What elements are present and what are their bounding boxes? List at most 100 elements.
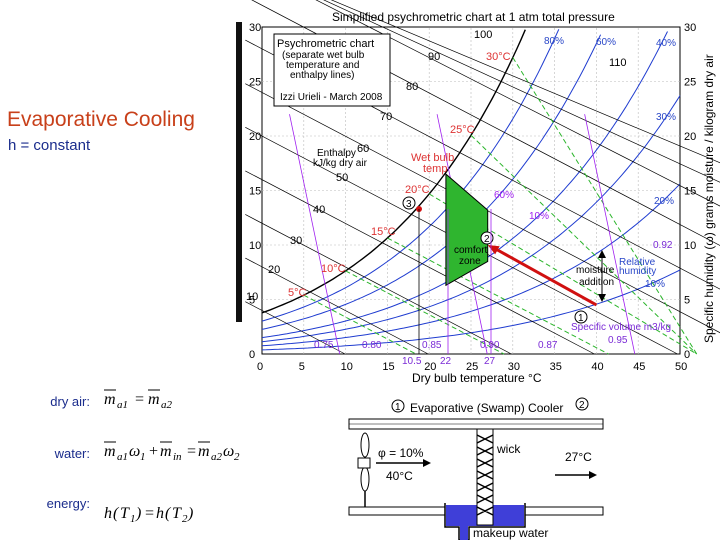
slide-title: Evaporative Cooling (7, 108, 195, 131)
y-axis-label: Specific humidity (ω) grams moisture / k… (702, 54, 716, 343)
svg-text:m: m (160, 443, 172, 460)
rh-curve (261, 34, 602, 330)
svg-text:1: 1 (140, 451, 146, 463)
y-tick-label: 0 (249, 349, 255, 361)
x-tick-label: 20 (424, 361, 436, 373)
wetbulb-value: 25°C (450, 124, 475, 136)
svg-text:m: m (198, 443, 210, 460)
svg-text:a2: a2 (161, 399, 173, 411)
enthalpy-line (245, 214, 512, 355)
slide-subtitle: h = constant (8, 137, 91, 154)
svg-text:=: = (186, 443, 197, 460)
dry-air-label: dry air: (50, 394, 90, 409)
specific-volume-value: 0.75 (314, 340, 334, 351)
rh-label: 10% (645, 279, 665, 290)
fan-icon (360, 432, 370, 458)
svg-text:a1: a1 (117, 451, 128, 463)
y-tick-label: 10 (249, 240, 261, 252)
specific-volume-label: Specific volume m3/kg (571, 322, 671, 333)
rh-label: 20% (654, 196, 674, 207)
enthalpy-value: 40 (313, 204, 325, 216)
wetbulb-value: 30°C (486, 51, 511, 63)
svg-text:a1: a1 (117, 399, 128, 411)
enthalpy-value: 100 (474, 29, 492, 41)
enthalpy-label-1: Enthalpy (317, 148, 356, 159)
duct-bottom-right (524, 506, 604, 516)
y-tick-label-right: 15 (684, 186, 696, 198)
wetbulb-line (470, 134, 698, 355)
specific-volume-value: 0.87 (538, 340, 558, 351)
specific-volume-value: 0.95 (608, 335, 628, 346)
wetbulb-line (512, 57, 698, 355)
svg-text:2: 2 (182, 513, 188, 525)
wetbulb-line (303, 294, 417, 355)
y-tick-label-right: 25 (684, 77, 696, 89)
evaporative-cooler-diagram: 1 2 Evaporative (Swamp) Cooler wick φ = … (348, 397, 604, 540)
relative-humidity-label-2: humidity (619, 266, 656, 277)
legend-line-4: enthalpy lines) (290, 70, 354, 81)
svg-text:1: 1 (130, 513, 136, 525)
enthalpy-label-2: kJ/kg dry air (313, 158, 368, 169)
svg-text:=: = (134, 391, 145, 408)
svg-text:m: m (104, 391, 116, 408)
enthalpy-value: 60 (357, 143, 369, 155)
x-axis-label: Dry bulb temperature °C (412, 371, 542, 385)
rh-curve (261, 29, 526, 314)
enthalpy-value: 80 (406, 81, 418, 93)
comfort-zone (445, 173, 489, 287)
cooler-outlet-marker (575, 397, 589, 411)
y-tick-label-right: 30 (684, 22, 696, 34)
wetbulb-value: 5°C (288, 287, 307, 299)
legend-line-2: (separate wet bulb (282, 50, 365, 61)
energy-label: energy: (46, 496, 90, 511)
x-tick-labels: 0 5 10 15 20 25 30 35 40 45 50 (257, 361, 687, 373)
comfort-zone-label-1: comfort (454, 245, 488, 256)
enthalpy-line (330, 0, 720, 164)
svg-text:m: m (148, 391, 160, 408)
enthalpy-line (323, 0, 720, 183)
svg-text:(: ( (113, 505, 120, 522)
specific-volume-value: 0.80 (362, 340, 382, 351)
state-3-marker: 3 (406, 199, 412, 210)
wetbulb-label-1: Wet bulb (411, 152, 454, 164)
enthalpy-line (245, 301, 346, 355)
x-tick-label: 30 (508, 361, 520, 373)
rh-curve (261, 29, 560, 322)
enthalpy-value: 90 (428, 51, 440, 63)
y-tick-label: 30 (249, 22, 261, 34)
enthalpy-value: 30 (290, 235, 302, 247)
y-tick-label: 5 (249, 295, 255, 307)
wetbulb-line (345, 270, 505, 355)
svg-text:1: 1 (395, 402, 401, 413)
y-tick-label-right: 10 (684, 240, 696, 252)
state-temp-1: 10.5 (402, 356, 422, 367)
x-tick-label: 40 (591, 361, 603, 373)
specific-volume-value: 0.90 (480, 340, 500, 351)
balance-equations: m a1 = m a2 m a1 ω 1 + m in = m a2 ω 2 h(T 1) = h(… (104, 389, 240, 525)
x-tick-label: 0 (257, 361, 263, 373)
specific-volume-value: 0.92 (653, 240, 673, 251)
cooler-inlet-marker (391, 399, 405, 413)
svg-text:m: m (104, 443, 116, 460)
svg-text:=: = (144, 505, 155, 522)
x-tick-label: 45 (633, 361, 645, 373)
y-tick-label-right: 20 (684, 131, 696, 143)
moisture-addition-label-2: addition (579, 277, 614, 288)
water-reservoir (444, 503, 526, 540)
inlet-humidity: φ = 10% (378, 446, 424, 460)
enthalpy-value: 10 (246, 291, 258, 303)
x-tick-label: 25 (466, 361, 478, 373)
legend-line-3: temperature and (286, 60, 359, 71)
outlet-temperature: 27°C (565, 450, 592, 464)
water-equation: m a1 ω 1 + m in = m a2 ω 2 (104, 441, 240, 463)
wetbulb-label-2: temp (423, 163, 447, 175)
svg-text:): ) (187, 505, 193, 522)
enthalpy-value: 50 (336, 172, 348, 184)
cooler-title: Evaporative (Swamp) Cooler (410, 401, 563, 415)
inlet-temperature: 40°C (386, 469, 413, 483)
rh-label: 30% (656, 112, 676, 123)
enthalpy-value: 20 (268, 264, 280, 276)
specific-volume-value: 0.85 (422, 340, 442, 351)
